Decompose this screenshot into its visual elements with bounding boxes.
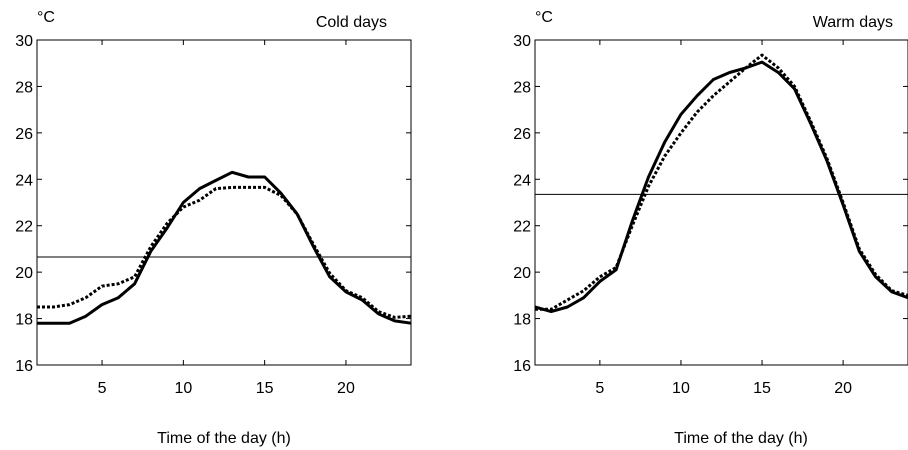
x-axis-label: Time of the day (h) (157, 430, 291, 447)
y-tick-label: 20 (513, 265, 531, 282)
chart-title: Warm days (813, 14, 893, 31)
series (37, 170, 412, 325)
series-line-solid (37, 170, 412, 325)
unit-label: °C (535, 9, 553, 26)
x-tick-label: 5 (595, 380, 604, 397)
x-axis-label: Time of the day (h) (674, 430, 808, 447)
series-line-dotted (37, 185, 412, 319)
y-tick-label: 24 (15, 172, 33, 189)
y-tick-label: 28 (513, 79, 531, 96)
ticks: 16 18 20 22 24 26 28 30 5 10 15 20 (15, 33, 411, 397)
ticks: 16 18 20 22 24 26 28 30 5 10 15 20 (513, 33, 908, 397)
y-tick-label: 30 (513, 33, 531, 50)
y-tick-label: 22 (15, 219, 33, 236)
chart-panel-cold: °C Cold days Time of the day (h) 16 18 20 2… (15, 9, 412, 447)
series-line-dotted (535, 53, 908, 311)
y-tick-label: 26 (15, 126, 33, 143)
y-tick-label: 18 (15, 312, 33, 329)
series (534, 53, 908, 314)
x-tick-label: 20 (834, 380, 852, 397)
y-tick-label: 16 (513, 358, 531, 375)
x-tick-label: 15 (753, 380, 771, 397)
x-tick-label: 15 (256, 380, 274, 397)
y-tick-label: 30 (15, 33, 33, 50)
y-tick-label: 28 (15, 79, 33, 96)
y-tick-label: 16 (15, 358, 33, 375)
unit-label: °C (37, 9, 55, 26)
y-tick-label: 20 (15, 265, 33, 282)
plot-frame (534, 39, 908, 366)
y-tick-label: 26 (513, 126, 531, 143)
x-tick-label: 5 (98, 380, 107, 397)
chart-panel-warm: °C Warm days Time of the day (h) 16 18 20 2… (513, 9, 908, 447)
y-tick-label: 18 (513, 312, 531, 329)
chart-title: Cold days (316, 14, 387, 31)
series-line-solid (534, 60, 908, 314)
y-tick-label: 24 (513, 172, 531, 189)
x-tick-label: 20 (337, 380, 355, 397)
x-tick-label: 10 (672, 380, 690, 397)
y-tick-label: 22 (513, 219, 531, 236)
plot-frame (36, 39, 412, 366)
x-tick-label: 10 (174, 380, 192, 397)
